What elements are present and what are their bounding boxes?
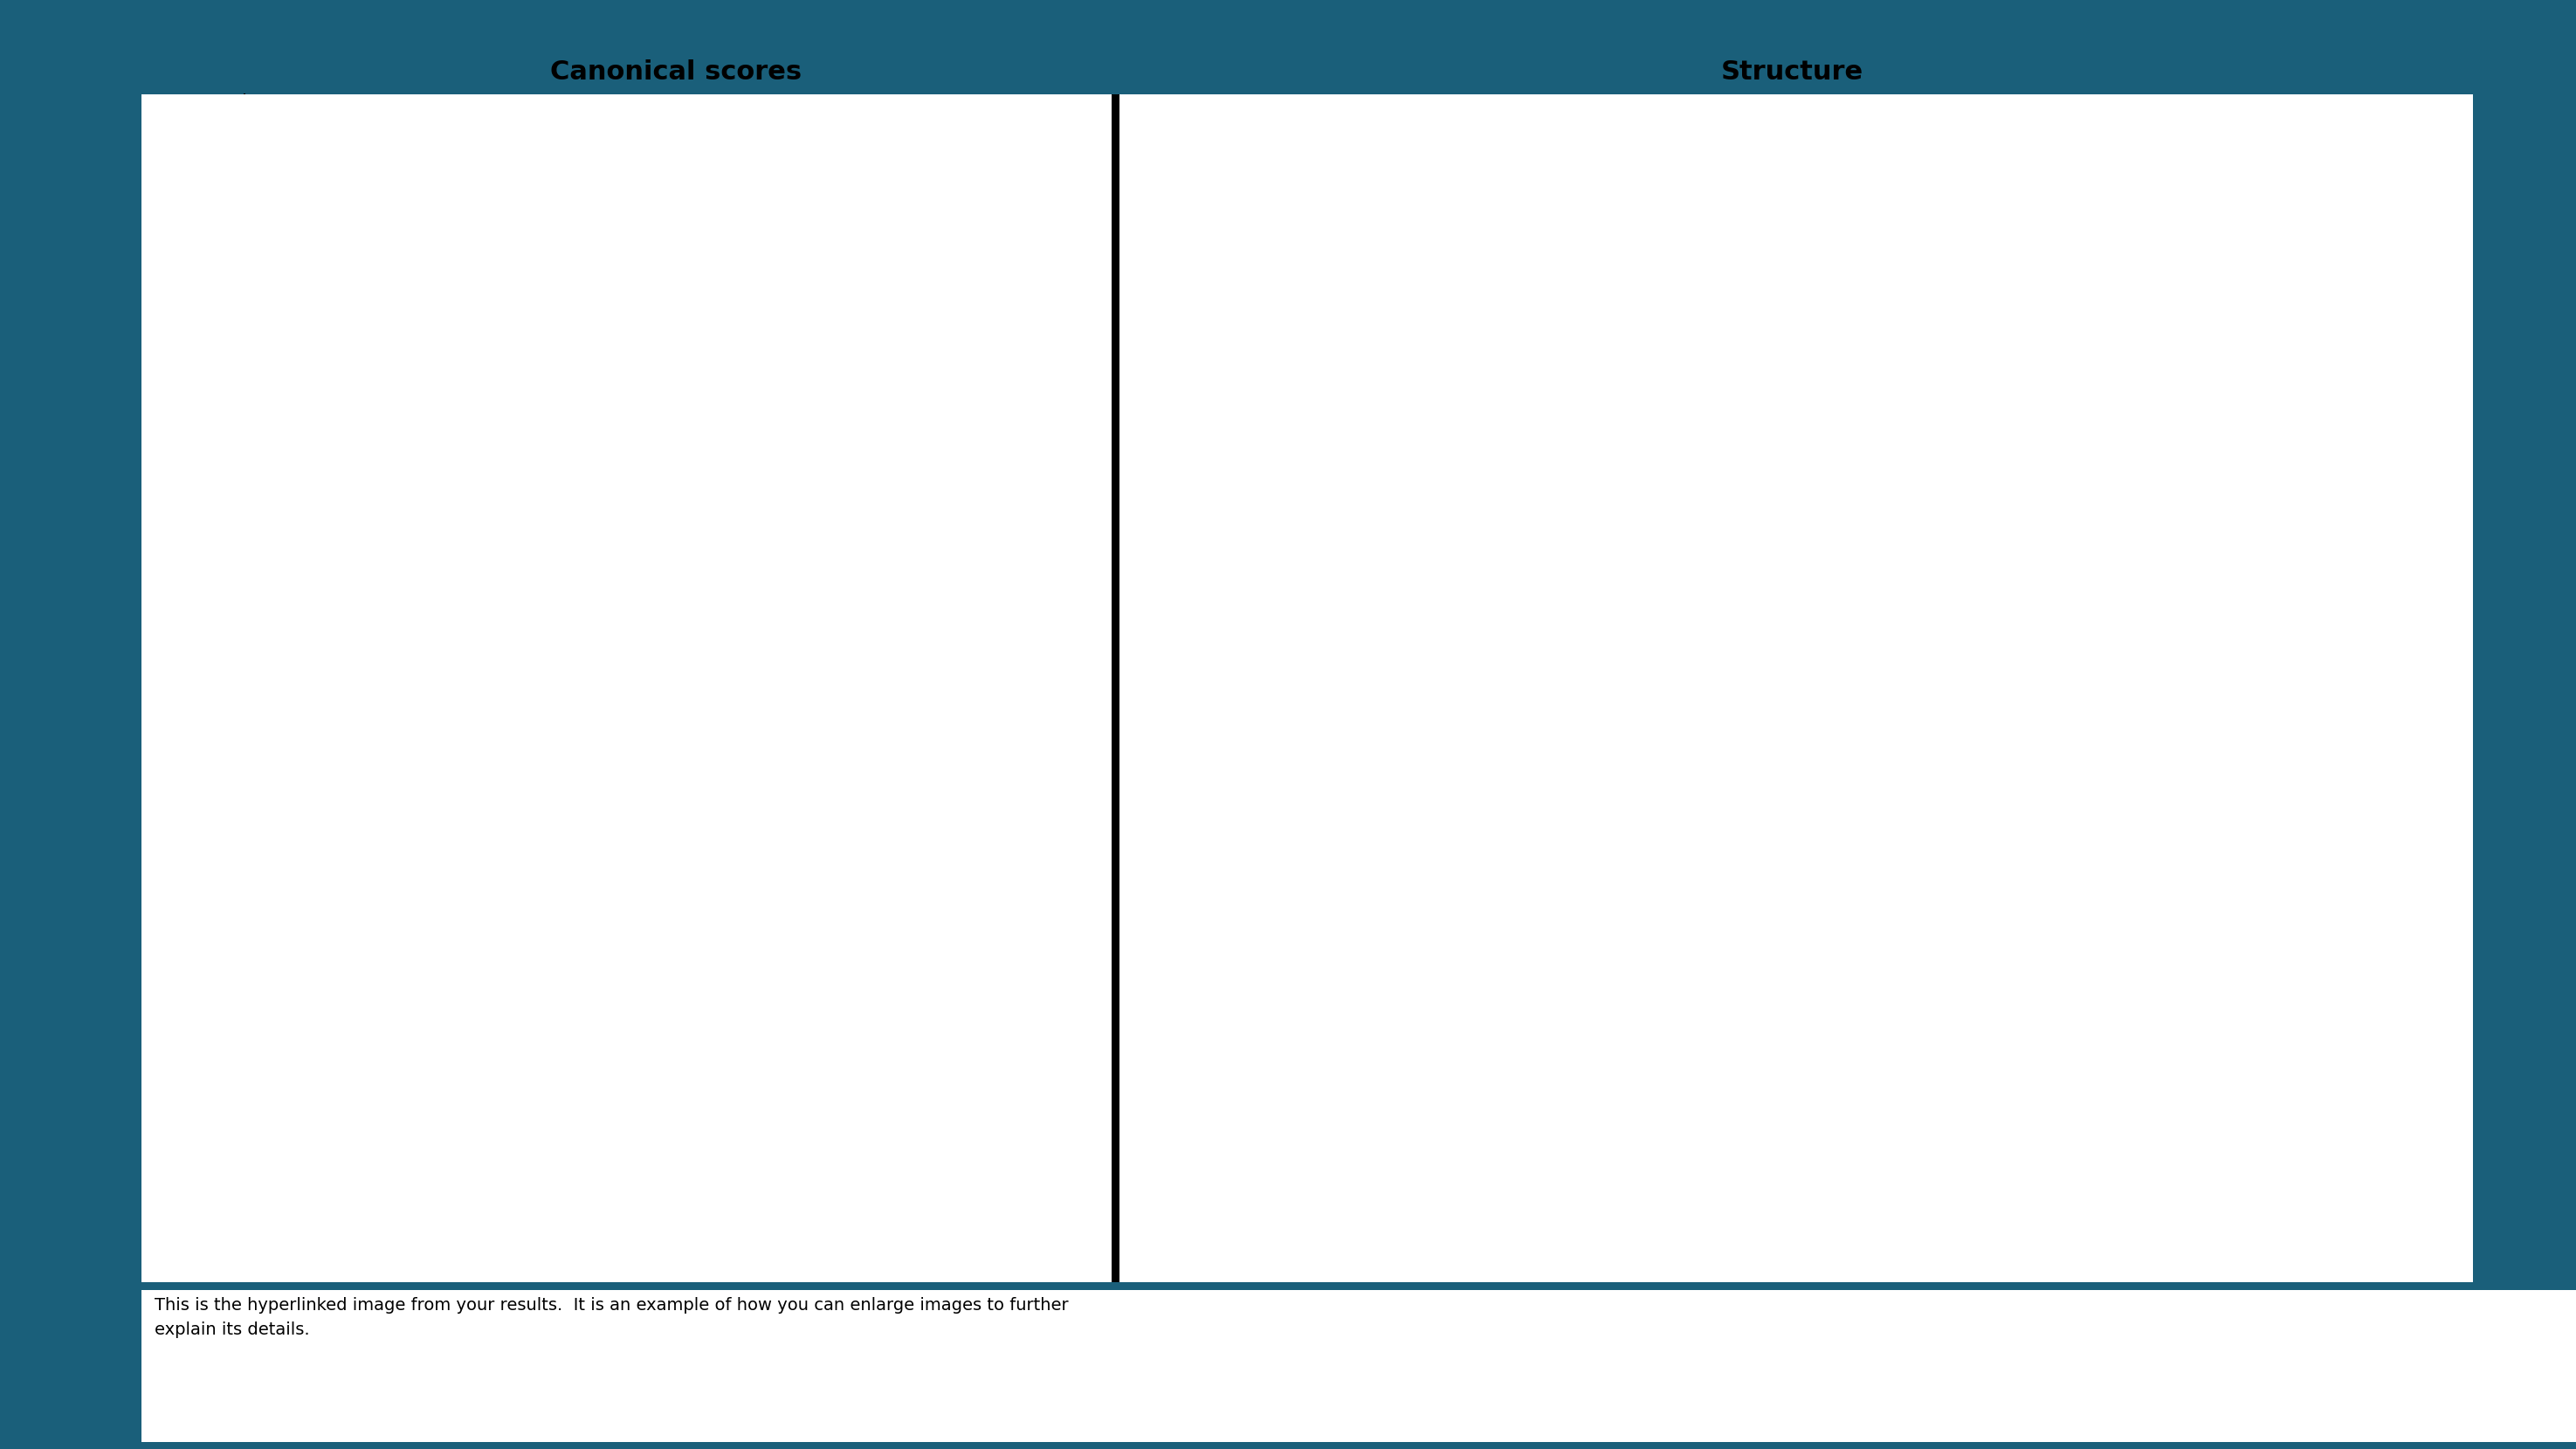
Title: Structure: Structure [1721,59,1862,85]
Text: HMSALM: HMSALM [2076,225,2084,265]
Text: AHT4O: AHT4O [1754,884,1762,914]
Y-axis label: Can 1 (100%): Can 1 (100%) [193,569,214,720]
Title: Canonical scores: Canonical scores [549,59,801,85]
Text: LOMO FIRMANDO: LOMO FIRMANDO [1432,1036,1443,1114]
Text: AS817B: AS817B [2290,113,2298,149]
Bar [371,745,585,753]
Text: LOORUPA: LOORUPA [1327,1066,1334,1110]
Text: AGBR1S: AGBR1S [1968,790,1976,826]
Text: HMS3R: HMS3R [1540,946,1548,978]
Bar [711,361,963,487]
Polygon shape [2429,1324,2530,1414]
Text: VHL 211: VHL 211 [2182,174,2192,212]
Text: LEXE3O1: LEXE3O1 [2396,139,2406,181]
Text: AMP MEDIA: AMP MEDIA [1218,1146,1226,1197]
Bar [1172,409,2452,661]
Text: HTGTIN: HTGTIN [1646,920,1656,953]
Text: This is the hyperlinked image from your results.  It is an example of how you ca: This is the hyperlinked image from your … [155,1297,1069,1337]
Text: LEXIL: LEXIL [1860,846,1870,871]
